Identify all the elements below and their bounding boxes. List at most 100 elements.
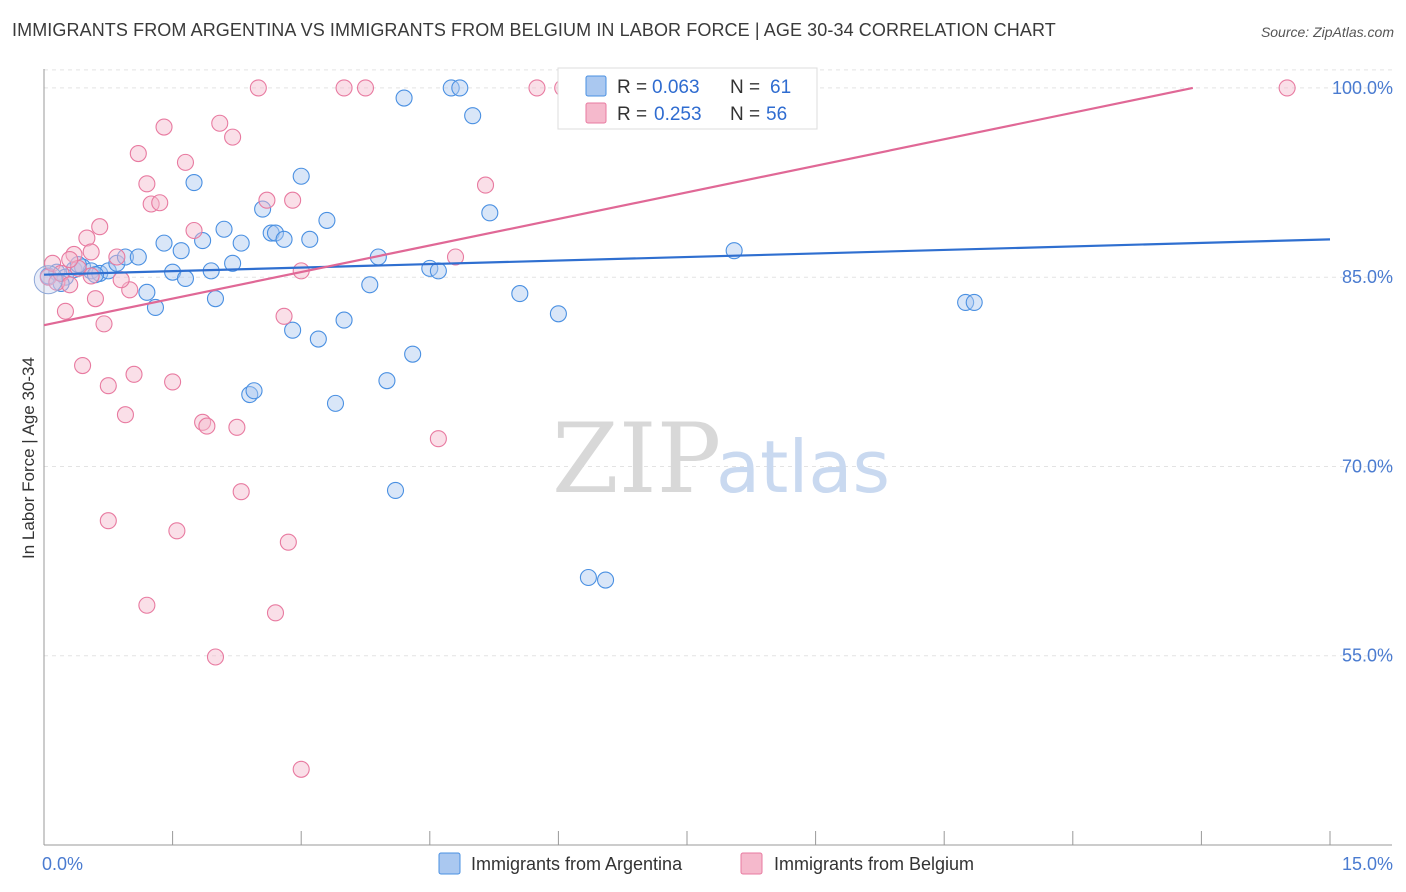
point-belgium: [292, 760, 310, 778]
bottom-legend-swatch-argentina: [438, 852, 461, 875]
point-belgium: [74, 356, 92, 375]
point-argentina: [579, 568, 597, 587]
legend-n-label-0: N =: [730, 77, 760, 98]
point-argentina: [185, 174, 203, 192]
x-tick-labels: 0.0% 15.0%: [42, 854, 1393, 874]
point-belgium: [1278, 79, 1296, 97]
point-belgium: [56, 302, 74, 320]
point-belgium: [82, 243, 100, 261]
legend-box: R = 0.063 N = 61 R = 0.253 N = 56: [557, 67, 818, 130]
trend-lines: [43, 86, 1331, 327]
point-argentina: [108, 254, 126, 272]
trend-line-argentina: [43, 238, 1331, 276]
point-belgium: [61, 250, 79, 269]
point-belgium: [138, 596, 156, 614]
watermark-atlas: atlas: [716, 425, 890, 509]
point-argentina: [284, 321, 302, 339]
point-belgium: [168, 522, 186, 540]
watermark-zip: ZIP: [552, 403, 721, 515]
chart-title: IMMIGRANTS FROM ARGENTINA VS IMMIGRANTS …: [12, 20, 1056, 40]
point-belgium: [99, 377, 117, 395]
point-argentina: [309, 330, 327, 348]
point-argentina: [386, 481, 405, 499]
point-argentina: [116, 248, 134, 266]
point-belgium: [86, 290, 104, 308]
point-belgium: [91, 218, 109, 236]
point-belgium: [198, 417, 216, 435]
legend-r-value-argentina: 0.063: [652, 77, 700, 98]
point-belgium: [39, 268, 57, 286]
point-argentina: [275, 230, 293, 248]
y-tick-labels: 100.0% 85.0% 70.0% 55.0%: [1332, 78, 1393, 666]
point-belgium: [206, 648, 225, 666]
point-argentina: [451, 79, 469, 97]
point-belgium: [155, 118, 173, 136]
point-belgium: [335, 79, 353, 97]
point-belgium: [61, 276, 79, 294]
point-belgium: [129, 144, 147, 163]
point-belgium: [284, 191, 302, 209]
point-belgium: [476, 176, 495, 194]
bottom-legend-label-belgium: Immigrants from Belgium: [774, 854, 974, 874]
point-argentina: [266, 224, 285, 242]
point-belgium: [356, 79, 375, 97]
point-argentina: [301, 230, 319, 248]
point-belgium: [151, 194, 169, 212]
point-argentina: [511, 285, 529, 303]
point-belgium: [211, 114, 229, 132]
point-belgium: [279, 533, 297, 551]
source-credit: Source: ZipAtlas.com: [1260, 24, 1394, 40]
point-argentina: [292, 167, 310, 185]
point-argentina: [206, 290, 225, 308]
point-belgium: [176, 153, 195, 171]
point-belgium: [108, 248, 126, 266]
point-argentina: [549, 305, 567, 323]
point-belgium: [138, 175, 156, 193]
point-argentina: [232, 234, 250, 252]
point-argentina: [395, 89, 413, 107]
point-argentina: [318, 211, 336, 229]
point-argentina: [155, 234, 173, 252]
point-belgium: [78, 229, 96, 247]
point-argentina: [442, 79, 460, 97]
bottom-legend: Immigrants from Argentina Immigrants fro…: [438, 852, 974, 875]
y-tick-label: 70.0%: [1342, 456, 1393, 476]
point-belgium: [125, 365, 143, 383]
point-argentina: [138, 283, 156, 301]
point-belgium: [82, 267, 100, 285]
trend-line-belgium: [43, 86, 1194, 327]
legend-swatch-belgium: [585, 102, 607, 124]
y-tick-label: 55.0%: [1342, 646, 1393, 666]
point-argentina: [326, 394, 345, 412]
point-argentina: [245, 382, 263, 400]
x-tick-label: 0.0%: [42, 854, 83, 874]
point-belgium: [228, 418, 246, 436]
point-argentina: [965, 293, 983, 311]
point-belgium: [142, 195, 160, 213]
point-belgium: [446, 248, 465, 266]
point-argentina: [957, 293, 975, 311]
point-argentina: [176, 269, 195, 288]
point-belgium: [164, 373, 182, 391]
point-belgium: [95, 315, 113, 333]
point-argentina: [335, 311, 353, 329]
axes: [43, 69, 1392, 846]
legend-n-value-argentina: 61: [770, 77, 791, 98]
point-belgium: [249, 79, 267, 97]
point-argentina: [69, 256, 87, 274]
legend-r-label-0: R =: [617, 77, 647, 98]
point-argentina: [254, 200, 272, 218]
data-points: [33, 79, 1296, 778]
point-argentina: [464, 107, 482, 125]
point-argentina: [481, 204, 499, 222]
point-argentina: [215, 220, 233, 238]
point-belgium: [116, 406, 134, 424]
point-belgium: [224, 128, 242, 146]
point-argentina: [172, 242, 190, 260]
point-belgium: [528, 79, 546, 97]
point-cluster: [33, 265, 63, 295]
point-belgium: [275, 307, 293, 325]
bottom-legend-label-argentina: Immigrants from Argentina: [471, 854, 683, 874]
point-belgium: [258, 191, 276, 209]
watermark: ZIP atlas: [552, 403, 890, 515]
